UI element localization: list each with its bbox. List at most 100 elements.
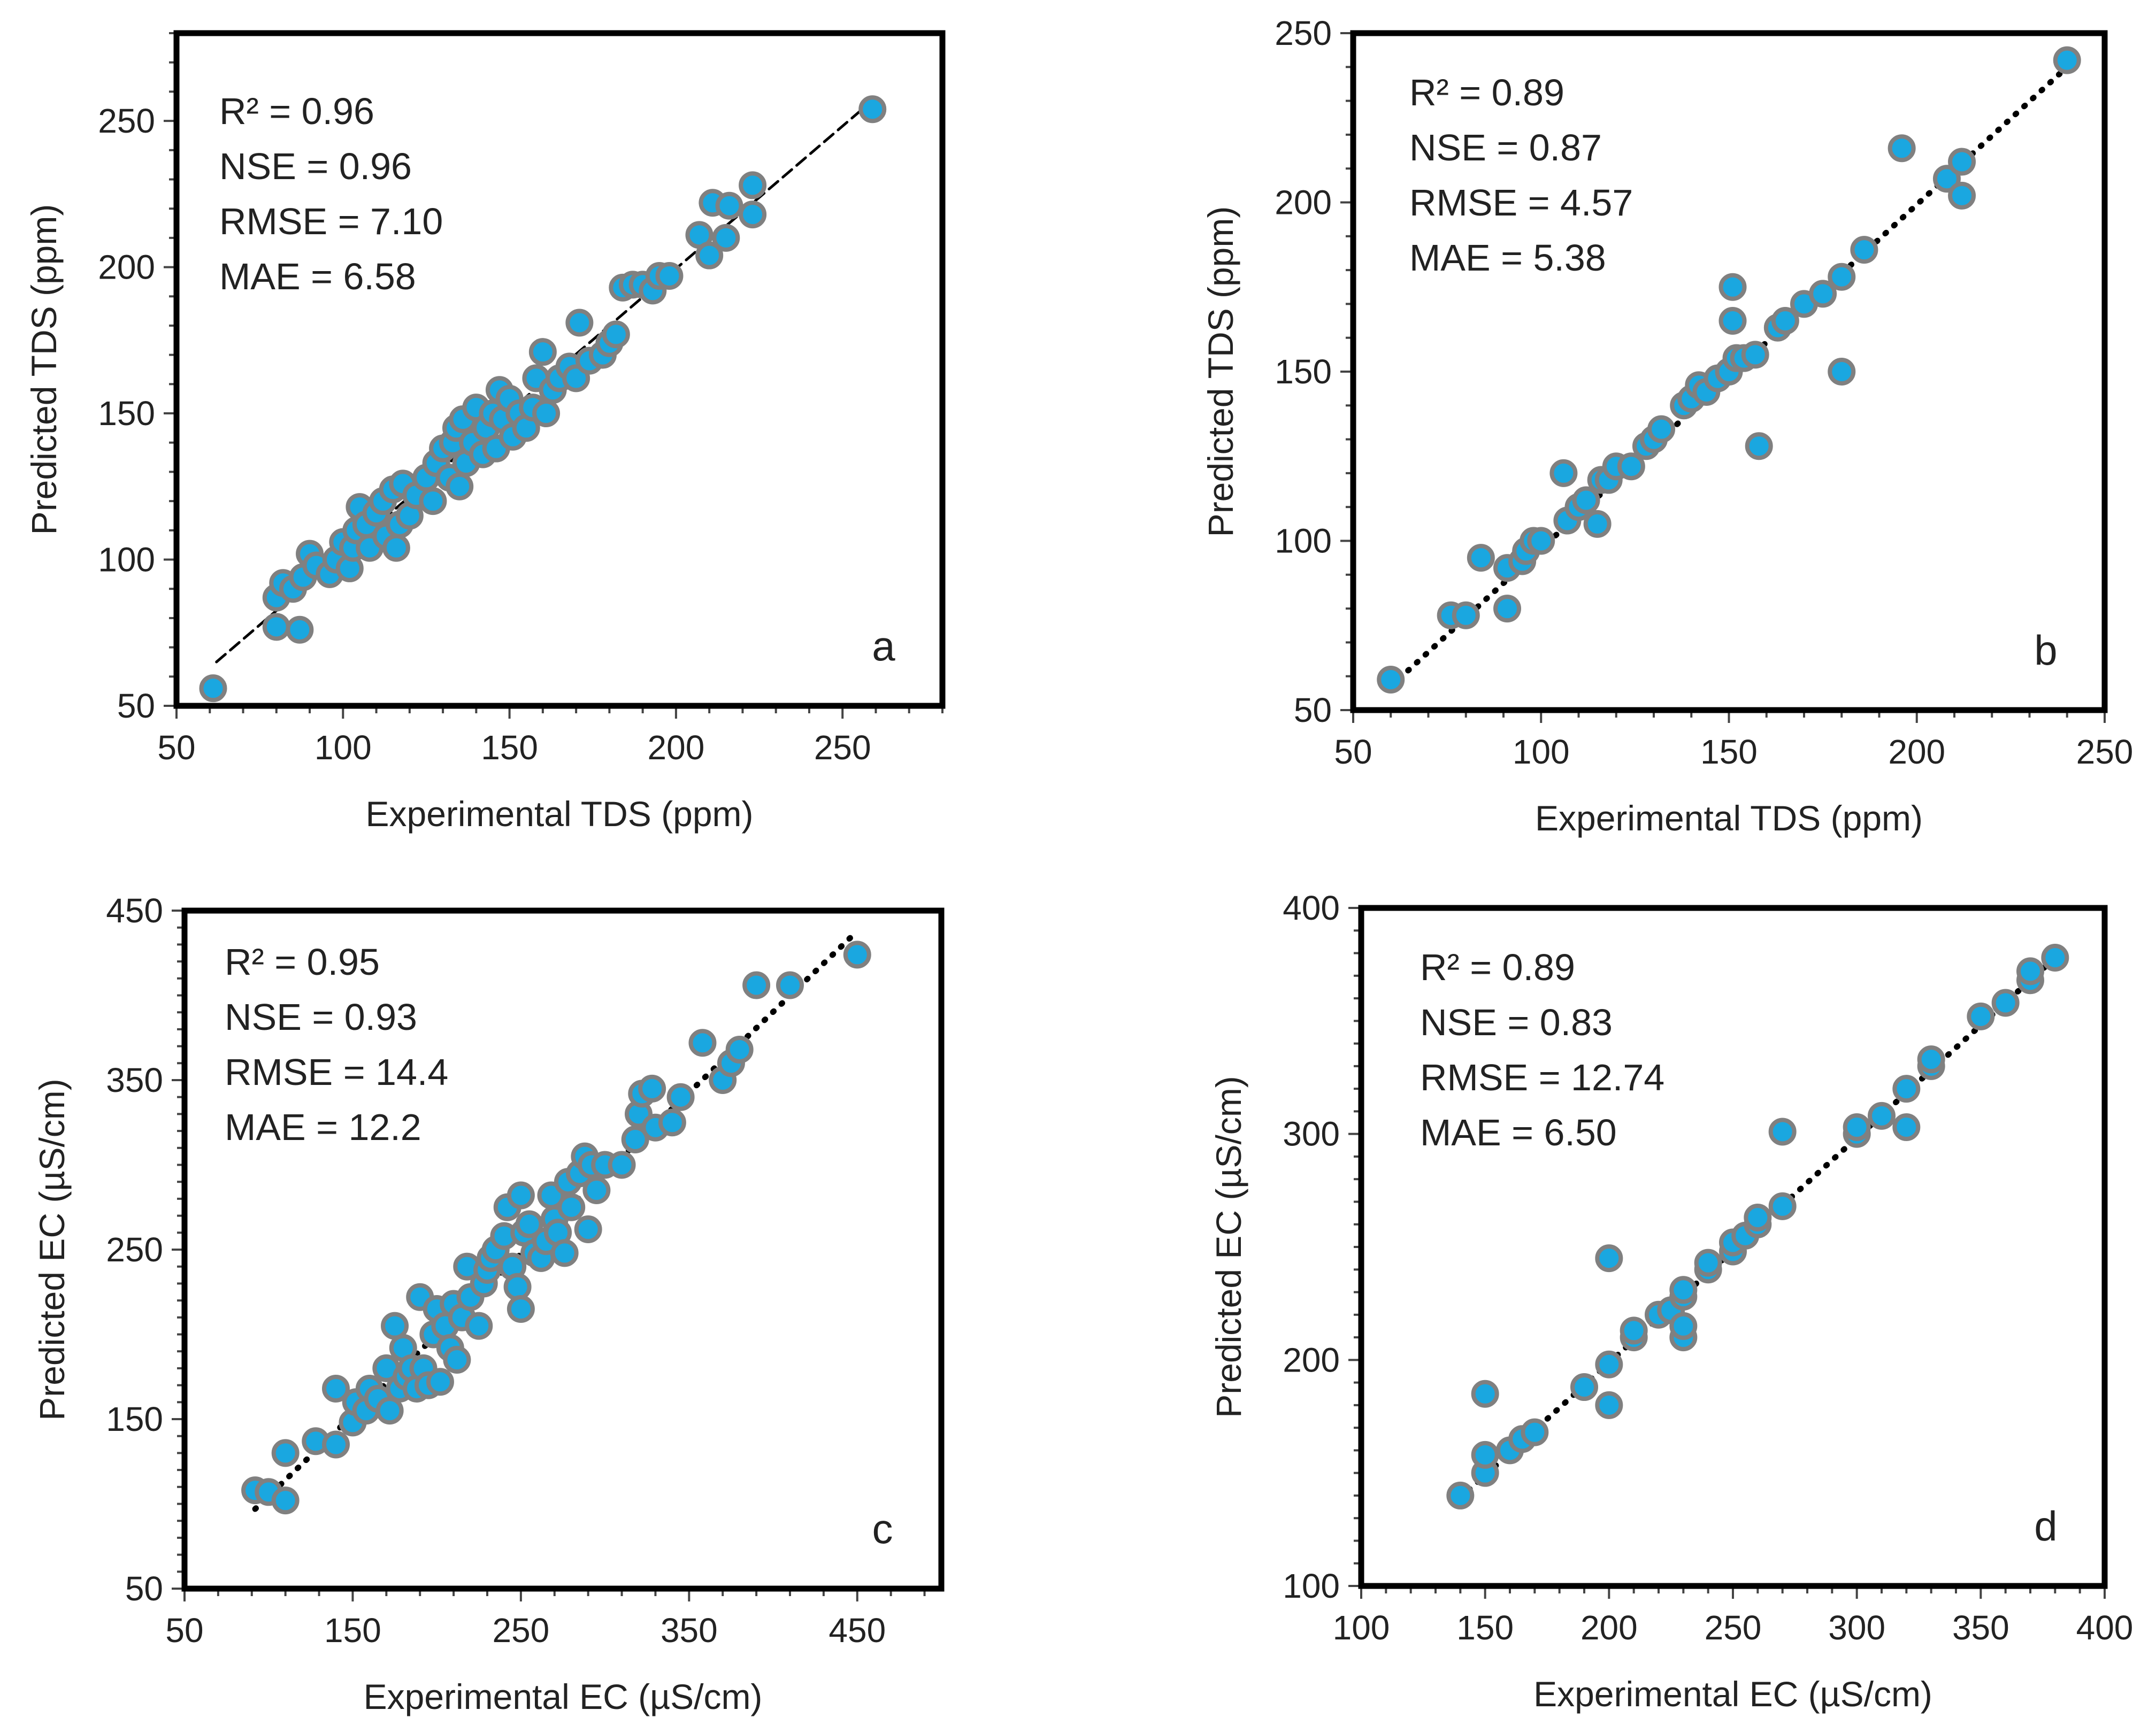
panel-a-y-tick-label: 200	[98, 248, 155, 287]
panel-c-data-point	[776, 971, 804, 999]
panel-b-y-axis-title: Predicted TDS (ppm)	[1201, 206, 1240, 537]
panel-d-x-tick-label: 150	[1456, 1608, 1514, 1647]
panel-a-data-point	[712, 224, 740, 252]
panel-a-x-tick-label: 200	[648, 728, 705, 767]
panel-c-y-tick-label: 450	[106, 891, 163, 930]
panel-a-stat-line: RMSE = 7.10	[219, 201, 443, 242]
panel-c-data-point	[574, 1215, 602, 1243]
panel-c-data-point	[725, 1035, 754, 1064]
panel-d-data-point	[1744, 1204, 1772, 1232]
panel-d-data-point	[1892, 1113, 1921, 1141]
panel-c-data-point	[638, 1074, 666, 1103]
panel-d-data-point	[1471, 1441, 1499, 1469]
panel-a-y-tick-label: 250	[98, 102, 155, 140]
panel-a-y-tick-label: 100	[98, 541, 155, 579]
panel-b-data-point	[1741, 341, 1769, 369]
panel-b-stat-line: R² = 0.89	[1409, 72, 1564, 113]
panel-b-x-tick-label: 250	[2076, 733, 2134, 771]
panel-b: 50 100 150 200 250 50 100 150 200 250 Experimental…	[1201, 14, 2133, 838]
panel-a-stat-line: R² = 0.96	[219, 90, 374, 132]
panel-c-x-tick-label: 250	[492, 1611, 549, 1650]
panel-b-x-tick-label: 150	[1700, 733, 1758, 771]
panel-a-data-point	[199, 674, 227, 703]
panel-b-data-point	[1718, 273, 1747, 301]
panel-a-x-tick-label: 100	[314, 728, 372, 767]
panel-b-x-tick-label: 50	[1334, 733, 1372, 771]
panel-a-y-tick-label: 50	[117, 687, 155, 725]
panel-c-data-point	[426, 1368, 454, 1396]
panel-a-data-point	[446, 472, 474, 500]
panel-b-data-point	[1948, 148, 1976, 176]
panel-d-data-point	[1620, 1316, 1648, 1345]
panel-b-x-tick-label: 200	[1888, 733, 1945, 771]
panel-d-data-point	[1868, 1102, 1896, 1130]
panel-b-data-point	[1888, 134, 1916, 163]
panel-b-data-point	[1828, 358, 1856, 386]
panel-b-data-point	[1572, 486, 1600, 514]
panel-a-data-point	[715, 191, 743, 220]
panel-d-data-point	[1521, 1418, 1549, 1446]
panel-b-data-point	[1647, 415, 1676, 443]
panel-d-data-point	[1595, 1244, 1623, 1273]
panel-d-data-point	[1991, 989, 2020, 1017]
panel-c-data-point	[742, 971, 771, 999]
panel-d-y-tick-label: 400	[1283, 889, 1340, 927]
panel-c-y-tick-label: 250	[106, 1230, 163, 1269]
panel-c-data-point	[271, 1439, 300, 1467]
panel-c-y-tick-label: 150	[106, 1400, 163, 1438]
panel-b-y-tick-label: 50	[1294, 691, 1332, 729]
panel-d-panel-letter: d	[2034, 1503, 2057, 1550]
panel-b-data-point	[1617, 452, 1645, 481]
panel-d-stat-line: RMSE = 12.74	[1420, 1057, 1664, 1098]
panel-b-data-point	[1718, 307, 1747, 335]
panel-a-data-point	[858, 95, 887, 124]
panel-c-stat-line: RMSE = 14.4	[225, 1051, 448, 1093]
panel-a-data-point	[739, 171, 767, 199]
panel-b-y-tick-label: 200	[1275, 183, 1332, 222]
panel-d-data-point	[1768, 1118, 1797, 1146]
panel-b-data-point	[2053, 46, 2081, 74]
panel-b-stat-line: MAE = 5.38	[1409, 237, 1606, 279]
panel-a-data-point	[262, 613, 290, 641]
panel-c-x-tick-label: 150	[324, 1611, 381, 1650]
panel-b-data-point	[1549, 459, 1578, 487]
panel-c-y-tick-label: 50	[125, 1569, 163, 1608]
panel-b-x-axis-title: Experimental TDS (ppm)	[1535, 798, 1923, 838]
panel-c-x-tick-label: 350	[661, 1611, 718, 1650]
panel-a-data-point	[286, 615, 314, 644]
panel-d-x-tick-label: 250	[1705, 1608, 1762, 1647]
panel-b-data-point	[1377, 666, 1405, 694]
panel-d-data-point	[1446, 1481, 1475, 1509]
panel-c-data-point	[557, 1193, 586, 1221]
panel-b-stat-line: NSE = 0.87	[1409, 127, 1602, 168]
panel-d-x-tick-label: 100	[1333, 1608, 1390, 1647]
panel-d-data-point	[2041, 943, 2069, 972]
panel-c-data-point	[507, 1295, 535, 1323]
panel-c-data-point	[322, 1374, 350, 1403]
panel-c-data-point	[515, 1210, 543, 1238]
panel-c-data-point	[582, 1176, 611, 1205]
panel-c-data-point	[507, 1181, 535, 1210]
panel-a-y-tick-label: 150	[98, 394, 155, 433]
panel-c-data-point	[608, 1151, 636, 1179]
panel-c-stat-line: MAE = 12.2	[225, 1106, 421, 1148]
panel-d-data-point	[1917, 1045, 1945, 1074]
panel-c-stat-line: NSE = 0.93	[225, 996, 417, 1038]
panel-a-data-point	[528, 338, 557, 366]
panel-c-frame	[181, 907, 945, 1592]
panel-c-data-point	[322, 1430, 350, 1459]
panel-c-data-point	[271, 1486, 300, 1515]
panel-d-x-tick-label: 200	[1580, 1608, 1638, 1647]
panel-d-data-point	[1768, 1192, 1797, 1220]
panel-a-x-tick-label: 150	[481, 728, 538, 767]
panel-a-x-tick-label: 50	[157, 728, 195, 767]
panel-c-data-point	[658, 1108, 686, 1137]
panel-b-data-point	[1932, 165, 1961, 193]
panel-c-y-tick-label: 350	[106, 1061, 163, 1099]
panel-a-y-axis-title: Predicted TDS (ppm)	[24, 204, 64, 535]
panel-c-data-point	[843, 941, 871, 969]
panel-b-data-point	[1493, 595, 1522, 623]
panel-d-data-point	[1967, 1002, 1995, 1030]
panel-a-x-tick-label: 250	[814, 728, 871, 767]
